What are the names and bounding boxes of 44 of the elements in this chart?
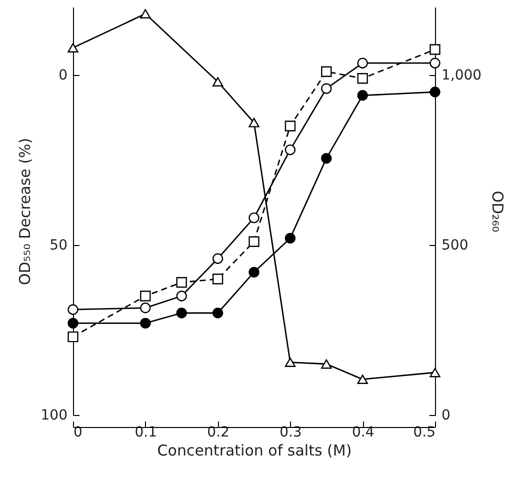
point [176, 290, 187, 302]
y-tick-label: 100 [40, 408, 68, 424]
point [140, 318, 151, 329]
y-axis-title: OD₅₅₀ Decrease (%) [16, 138, 34, 286]
y2-tick-label: 500 [442, 238, 468, 254]
point [212, 77, 224, 87]
point [321, 359, 332, 369]
point [176, 277, 187, 288]
y-tick-label: 0 [58, 68, 68, 84]
point [357, 58, 368, 68]
point [284, 120, 296, 132]
point [140, 290, 151, 302]
y-tick-label: 50 [50, 238, 68, 254]
point [212, 253, 224, 264]
point [140, 302, 151, 314]
x-axis-title: Concentration of salts (M) [157, 442, 352, 460]
point [176, 308, 187, 318]
point [68, 318, 78, 329]
point [430, 86, 440, 98]
point [284, 144, 296, 156]
point [321, 66, 332, 77]
point [357, 374, 368, 384]
point [284, 232, 296, 244]
point [430, 44, 440, 55]
y2-tick-label: 1,000 [442, 68, 482, 84]
point [430, 368, 440, 378]
point [321, 152, 332, 164]
point [248, 212, 260, 224]
point [357, 73, 368, 84]
point [284, 358, 296, 368]
point [68, 43, 78, 53]
point [321, 83, 332, 94]
y2-tick-label: 0 [442, 408, 450, 424]
y2-axis-title: OD₂₆₀ [488, 190, 507, 232]
point [248, 236, 260, 247]
point [140, 9, 151, 19]
point [212, 274, 224, 284]
point [68, 331, 78, 342]
point [357, 90, 368, 101]
point [248, 266, 260, 278]
point [212, 308, 224, 318]
point [430, 58, 440, 68]
point [68, 304, 78, 315]
point [248, 118, 260, 128]
